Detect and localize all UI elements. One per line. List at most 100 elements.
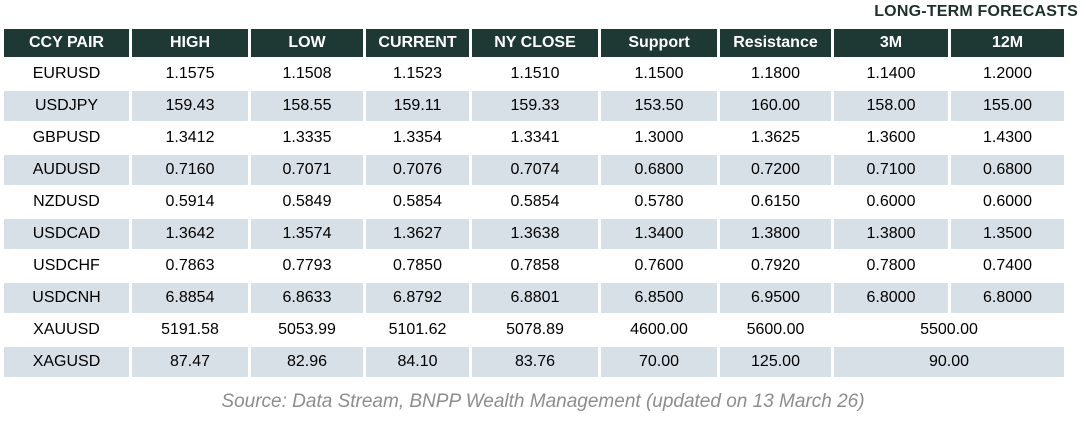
cell-ny-close: 1.3341: [472, 123, 598, 153]
cell-m3: 1.3600: [834, 123, 948, 153]
cell-m3: 0.7100: [834, 155, 948, 185]
cell-pair: USDCNH: [4, 283, 129, 313]
column-header-low: LOW: [251, 29, 363, 57]
cell-m12: 1.3500: [951, 219, 1064, 249]
cell-support: 1.1500: [601, 59, 717, 89]
cell-pair: USDCAD: [4, 219, 129, 249]
cell-low: 0.5849: [251, 187, 363, 217]
column-header-ccy-pair: CCY PAIR: [4, 29, 129, 57]
cell-support: 0.5780: [601, 187, 717, 217]
cell-m12: 0.6800: [951, 155, 1064, 185]
cell-m3: 6.8000: [834, 283, 948, 313]
cell-m3: 0.7800: [834, 251, 948, 281]
cell-low: 1.3574: [251, 219, 363, 249]
cell-support: 6.8500: [601, 283, 717, 313]
cell-ny-close: 0.7074: [472, 155, 598, 185]
cell-support: 1.3000: [601, 123, 717, 153]
cell-forecast-merged: 90.00: [834, 347, 1064, 377]
table-row-xauusd: XAUUSD 5191.58 5053.99 5101.62 5078.89 4600.0…: [4, 315, 1064, 345]
cell-high: 0.7160: [132, 155, 248, 185]
cell-ny-close: 1.1510: [472, 59, 598, 89]
cell-support: 0.6800: [601, 155, 717, 185]
cell-pair: USDJPY: [4, 91, 129, 121]
cell-current: 1.1523: [366, 59, 469, 89]
column-header-support: Support: [601, 29, 717, 57]
cell-current: 0.7076: [366, 155, 469, 185]
cell-resistance: 1.1800: [720, 59, 831, 89]
table-body: EURUSD 1.1575 1.1508 1.1523 1.1510 1.1500 1.18…: [4, 59, 1064, 377]
cell-current: 84.10: [366, 347, 469, 377]
column-header-12m: 12M: [951, 29, 1064, 57]
cell-m12: 1.4300: [951, 123, 1064, 153]
cell-support: 70.00: [601, 347, 717, 377]
table-row-xagusd: XAGUSD 87.47 82.96 84.10 83.76 70.00 125.00 90.…: [4, 347, 1064, 377]
cell-m12: 0.7400: [951, 251, 1064, 281]
cell-low: 158.55: [251, 91, 363, 121]
cell-m12: 0.6000: [951, 187, 1064, 217]
cell-resistance: 6.9500: [720, 283, 831, 313]
cell-current: 1.3354: [366, 123, 469, 153]
cell-high: 5191.58: [132, 315, 248, 345]
cell-pair: USDCHF: [4, 251, 129, 281]
cell-low: 5053.99: [251, 315, 363, 345]
cell-resistance: 0.6150: [720, 187, 831, 217]
cell-support: 0.7600: [601, 251, 717, 281]
cell-m12: 1.2000: [951, 59, 1064, 89]
cell-high: 159.43: [132, 91, 248, 121]
table-row-usdchf: USDCHF 0.7863 0.7793 0.7850 0.7858 0.7600 0.79…: [4, 251, 1064, 281]
cell-ny-close: 159.33: [472, 91, 598, 121]
table-row-audusd: AUDUSD 0.7160 0.7071 0.7076 0.7074 0.6800 0.72…: [4, 155, 1064, 185]
table-row-eurusd: EURUSD 1.1575 1.1508 1.1523 1.1510 1.1500 1.18…: [4, 59, 1064, 89]
cell-low: 6.8633: [251, 283, 363, 313]
cell-m12: 155.00: [951, 91, 1064, 121]
cell-ny-close: 5078.89: [472, 315, 598, 345]
column-header-resistance: Resistance: [720, 29, 831, 57]
cell-ny-close: 1.3638: [472, 219, 598, 249]
cell-high: 1.1575: [132, 59, 248, 89]
cell-pair: XAUUSD: [4, 315, 129, 345]
cell-m3: 158.00: [834, 91, 948, 121]
table-row-nzdusd: NZDUSD 0.5914 0.5849 0.5854 0.5854 0.5780 0.61…: [4, 187, 1064, 217]
cell-high: 6.8854: [132, 283, 248, 313]
cell-support: 153.50: [601, 91, 717, 121]
cell-high: 0.5914: [132, 187, 248, 217]
column-header-current: CURRENT: [366, 29, 469, 57]
cell-m12: 6.8000: [951, 283, 1064, 313]
cell-low: 82.96: [251, 347, 363, 377]
cell-ny-close: 0.7858: [472, 251, 598, 281]
cell-current: 0.5854: [366, 187, 469, 217]
cell-low: 0.7793: [251, 251, 363, 281]
cell-resistance: 5600.00: [720, 315, 831, 345]
cell-pair: GBPUSD: [4, 123, 129, 153]
cell-m3: 0.6000: [834, 187, 948, 217]
table-row-usdcad: USDCAD 1.3642 1.3574 1.3627 1.3638 1.3400 1.38…: [4, 219, 1064, 249]
cell-low: 1.1508: [251, 59, 363, 89]
cell-current: 0.7850: [366, 251, 469, 281]
table-row-usdjpy: USDJPY 159.43 158.55 159.11 159.33 153.50 160.…: [4, 91, 1064, 121]
cell-pair: EURUSD: [4, 59, 129, 89]
cell-m3: 1.1400: [834, 59, 948, 89]
column-header-high: HIGH: [132, 29, 248, 57]
table-row-gbpusd: GBPUSD 1.3412 1.3335 1.3354 1.3341 1.3000 1.36…: [4, 123, 1064, 153]
cell-resistance: 125.00: [720, 347, 831, 377]
cell-high: 1.3642: [132, 219, 248, 249]
cell-pair: NZDUSD: [4, 187, 129, 217]
cell-resistance: 1.3625: [720, 123, 831, 153]
cell-resistance: 1.3800: [720, 219, 831, 249]
table-row-usdcnh: USDCNH 6.8854 6.8633 6.8792 6.8801 6.8500 6.95…: [4, 283, 1064, 313]
cell-high: 0.7863: [132, 251, 248, 281]
cell-low: 0.7071: [251, 155, 363, 185]
cell-pair: XAGUSD: [4, 347, 129, 377]
cell-support: 1.3400: [601, 219, 717, 249]
cell-current: 159.11: [366, 91, 469, 121]
cell-ny-close: 83.76: [472, 347, 598, 377]
cell-m3: 1.3800: [834, 219, 948, 249]
table-header: CCY PAIR HIGH LOW CURRENT NY CLOSE Suppo…: [4, 29, 1064, 57]
cell-high: 87.47: [132, 347, 248, 377]
source-attribution: Source: Data Stream, BNPP Wealth Managem…: [221, 391, 865, 412]
cell-forecast-merged: 5500.00: [834, 315, 1064, 345]
cell-resistance: 0.7200: [720, 155, 831, 185]
cell-ny-close: 6.8801: [472, 283, 598, 313]
cell-current: 6.8792: [366, 283, 469, 313]
